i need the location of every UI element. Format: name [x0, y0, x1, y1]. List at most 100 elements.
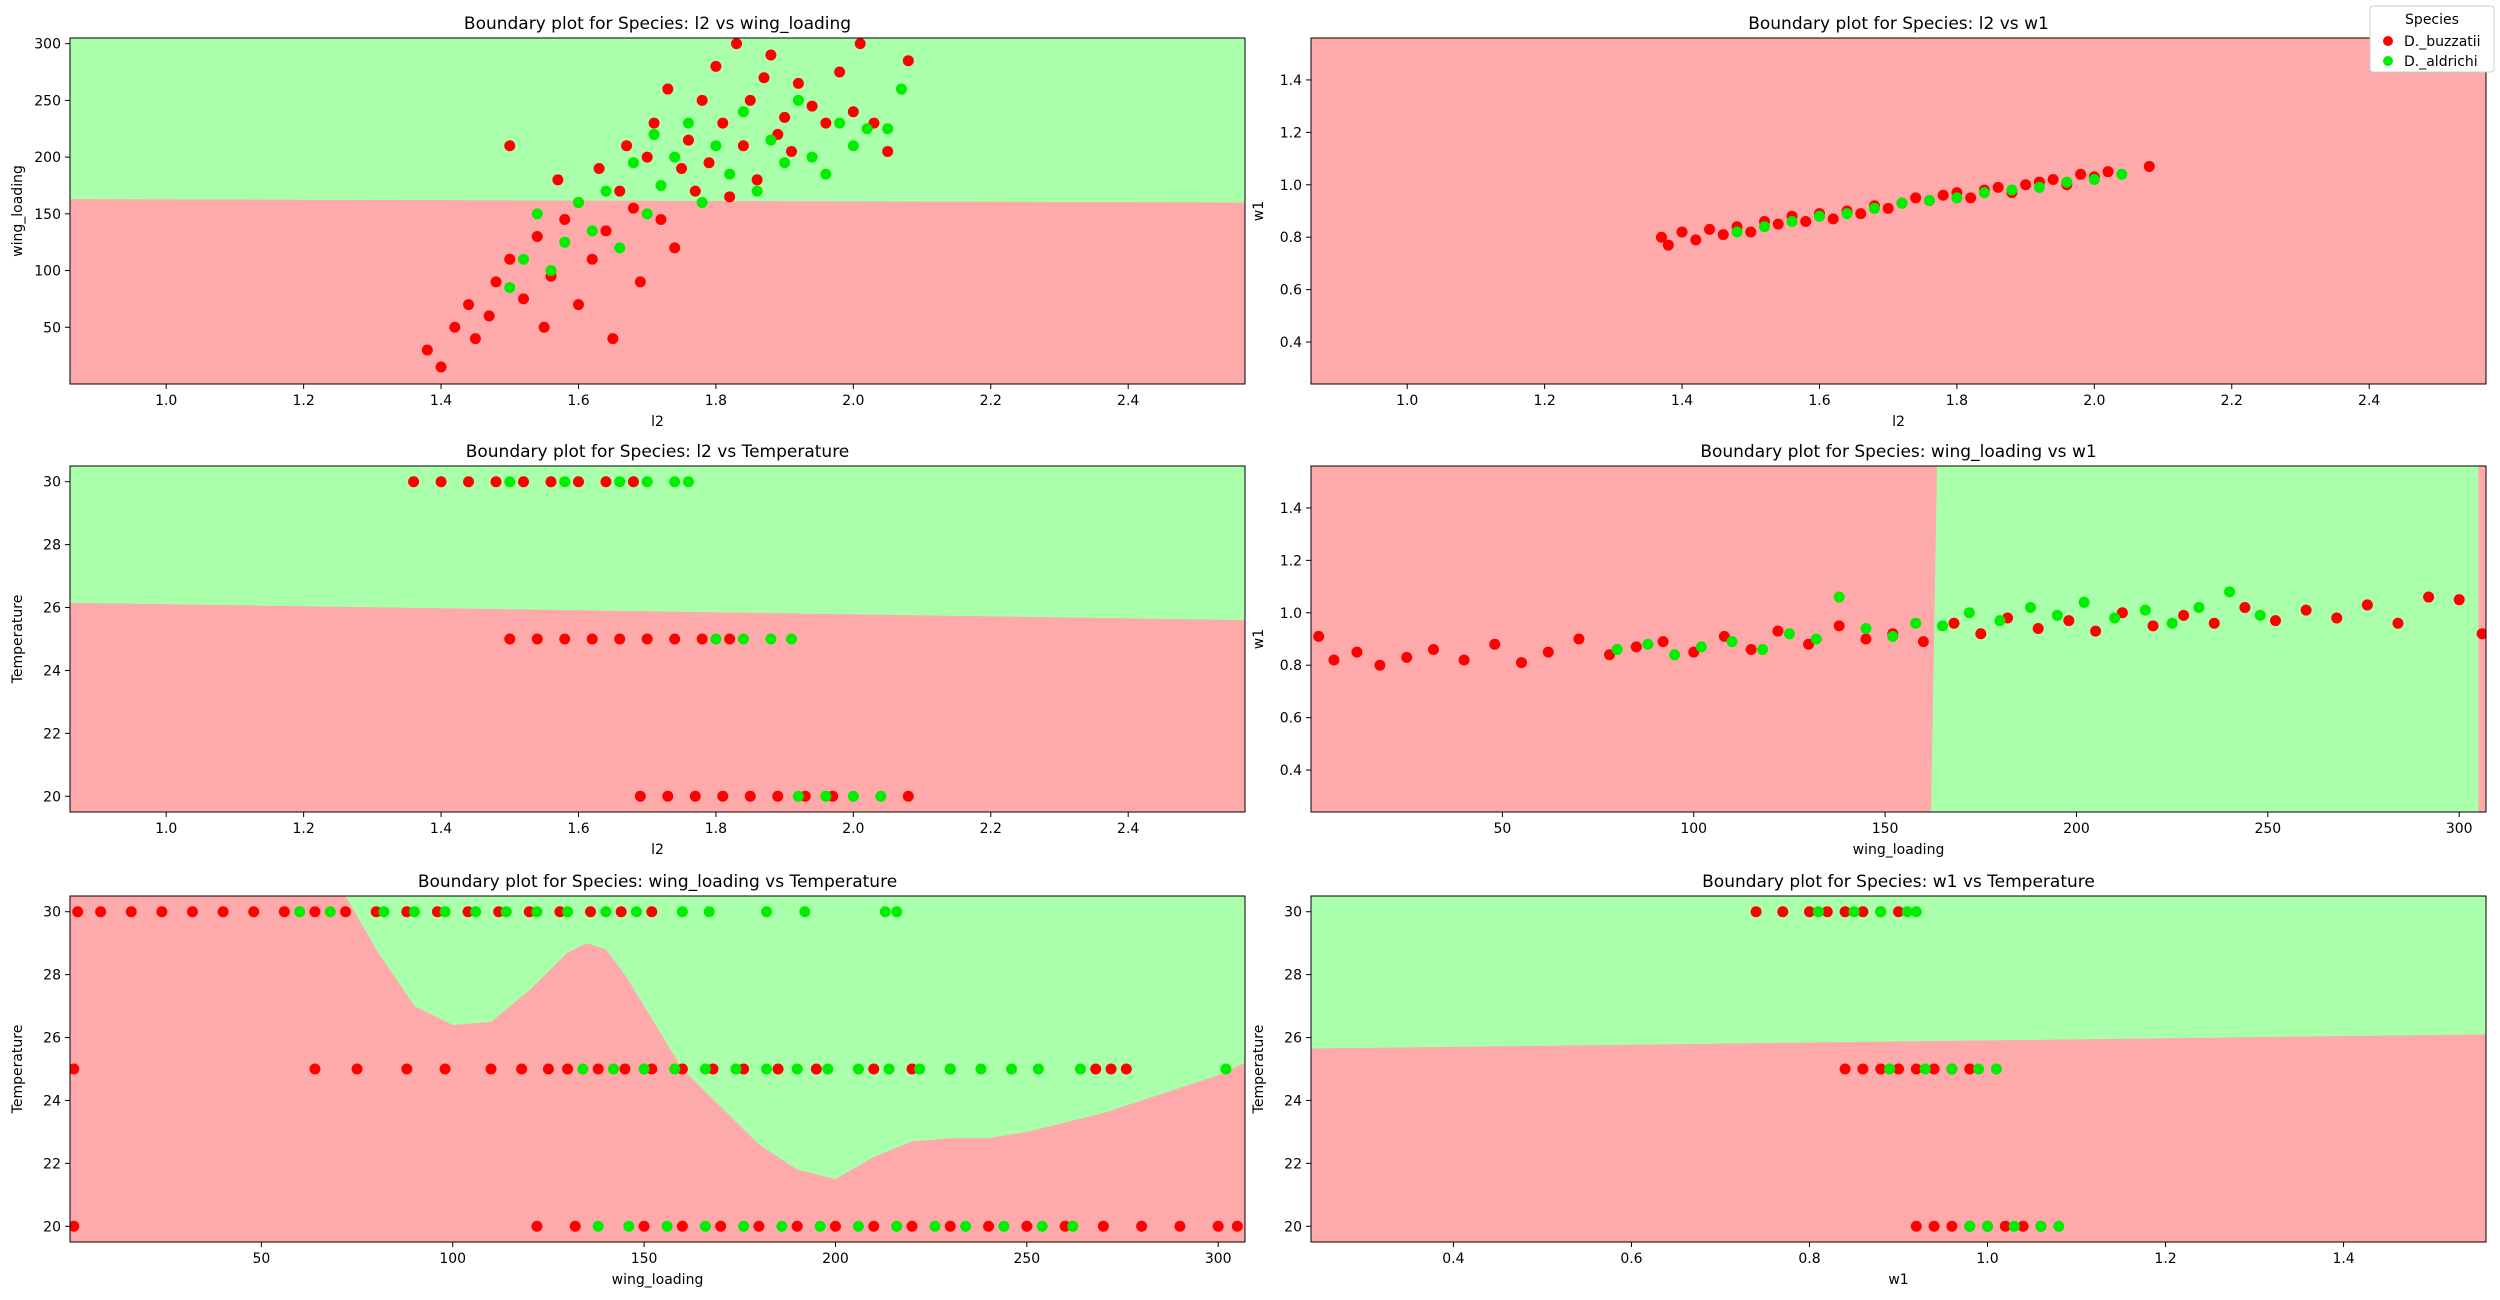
x-tick-label: 1.6	[1808, 393, 1830, 409]
x-axis: 1.0 1.2 1.4 1.6 1.8 2.0 2.2 2.4	[155, 812, 1139, 837]
data-point	[854, 38, 866, 50]
data-point	[1999, 1220, 2011, 1232]
y-tick-label: 250	[34, 93, 61, 109]
decision-region-buzzatii	[1311, 38, 2486, 384]
data-point	[309, 906, 321, 918]
data-point	[758, 72, 770, 84]
data-point	[1726, 636, 1738, 648]
data-point	[545, 476, 557, 488]
x-axis: 1.0 1.2 1.4 1.6 1.8 2.0 2.2 2.4	[1396, 384, 2380, 409]
data-point	[724, 168, 736, 180]
data-point	[470, 906, 482, 918]
legend-marker-aldrichi	[2383, 56, 2393, 66]
y-tick-label: 1.2	[1280, 553, 1302, 569]
data-point	[806, 151, 818, 163]
y-tick-label: 30	[43, 475, 61, 491]
data-point	[689, 185, 701, 197]
data-point	[738, 1220, 750, 1232]
subplots-grid: 1.0 1.2 1.4 1.6 1.8 2.0 2.2 2.4 50 100 150 200 250 30…	[10, 14, 2487, 1288]
data-point	[634, 276, 646, 288]
data-point	[572, 476, 584, 488]
data-point	[772, 790, 784, 802]
data-point	[696, 633, 708, 645]
data-point	[2208, 617, 2220, 629]
y-tick-label: 0.6	[1280, 283, 1302, 299]
data-point	[572, 299, 584, 311]
data-point	[751, 174, 763, 186]
data-point	[2269, 615, 2281, 627]
data-point	[2254, 609, 2266, 621]
data-point	[785, 145, 797, 157]
data-point	[586, 253, 598, 265]
data-point	[1910, 617, 1922, 629]
data-point	[2032, 623, 2044, 635]
data-point	[607, 333, 619, 345]
data-point	[2025, 602, 2037, 614]
series-daldrichi	[504, 476, 887, 802]
data-point	[485, 1063, 497, 1075]
data-point	[1718, 630, 1730, 642]
data-point	[1994, 615, 2006, 627]
y-tick-label: 1.4	[1280, 501, 1302, 517]
data-point	[1573, 633, 1585, 645]
data-point	[435, 361, 447, 373]
data-point	[469, 333, 481, 345]
x-tick-label: 150	[631, 1251, 658, 1267]
data-point	[822, 1063, 834, 1075]
data-point	[785, 633, 797, 645]
data-point	[1982, 1220, 1994, 1232]
data-point	[689, 790, 701, 802]
decision-region-buzzatii	[70, 602, 1245, 812]
data-point	[401, 1063, 413, 1075]
y-axis-label: Temperature	[10, 1025, 26, 1115]
subplot-3: 1.0 1.2 1.4 1.6 1.8 2.0 2.2 2.4 20 22 24 26 28 30 Boun…	[10, 442, 1246, 858]
data-point	[1074, 1063, 1086, 1075]
data-point	[518, 476, 530, 488]
decision-region-aldrichi	[1931, 466, 2479, 812]
data-point	[1821, 906, 1833, 918]
data-point	[882, 123, 894, 135]
data-point	[1120, 1063, 1132, 1075]
data-point	[2300, 604, 2312, 616]
decision-region-buzzatii	[70, 896, 1245, 1242]
data-point	[791, 1220, 803, 1232]
data-point	[1841, 208, 1853, 220]
data-point	[638, 1220, 650, 1232]
data-point	[707, 1063, 719, 1075]
x-tick-label: 1.4	[2332, 1251, 2354, 1267]
data-point	[2047, 174, 2059, 186]
data-point	[879, 906, 891, 918]
subplot-title: Boundary plot for Species: wing_loading …	[1700, 442, 2096, 462]
data-point	[1745, 226, 1757, 238]
data-point	[1427, 643, 1439, 655]
data-point	[1630, 641, 1642, 653]
data-point	[2239, 602, 2251, 614]
y-tick-label: 30	[1284, 905, 1302, 921]
data-point	[504, 282, 516, 294]
data-point	[2193, 602, 2205, 614]
y-tick-label: 28	[43, 968, 61, 984]
data-point	[1965, 192, 1977, 204]
data-point	[676, 906, 688, 918]
data-point	[1032, 1063, 1044, 1075]
data-point	[648, 128, 660, 140]
data-point	[765, 633, 777, 645]
data-point	[431, 906, 443, 918]
plot-frame	[1310, 895, 2487, 1243]
data-point	[1786, 215, 1798, 227]
data-point	[1757, 643, 1769, 655]
data-point	[744, 790, 756, 802]
data-point	[627, 476, 639, 488]
data-point	[1875, 1063, 1887, 1075]
data-point	[1231, 1220, 1243, 1232]
data-point	[998, 1220, 1010, 1232]
data-point	[2088, 174, 2100, 186]
x-axis: 50 100 150 200 250 300	[252, 1242, 1232, 1267]
data-point	[648, 117, 660, 129]
y-axis: 20 22 24 26 28 30	[1284, 905, 1311, 1235]
data-point	[1800, 215, 1812, 227]
data-point	[186, 906, 198, 918]
data-point	[504, 476, 516, 488]
data-point	[703, 157, 715, 169]
data-point	[2035, 1220, 2047, 1232]
